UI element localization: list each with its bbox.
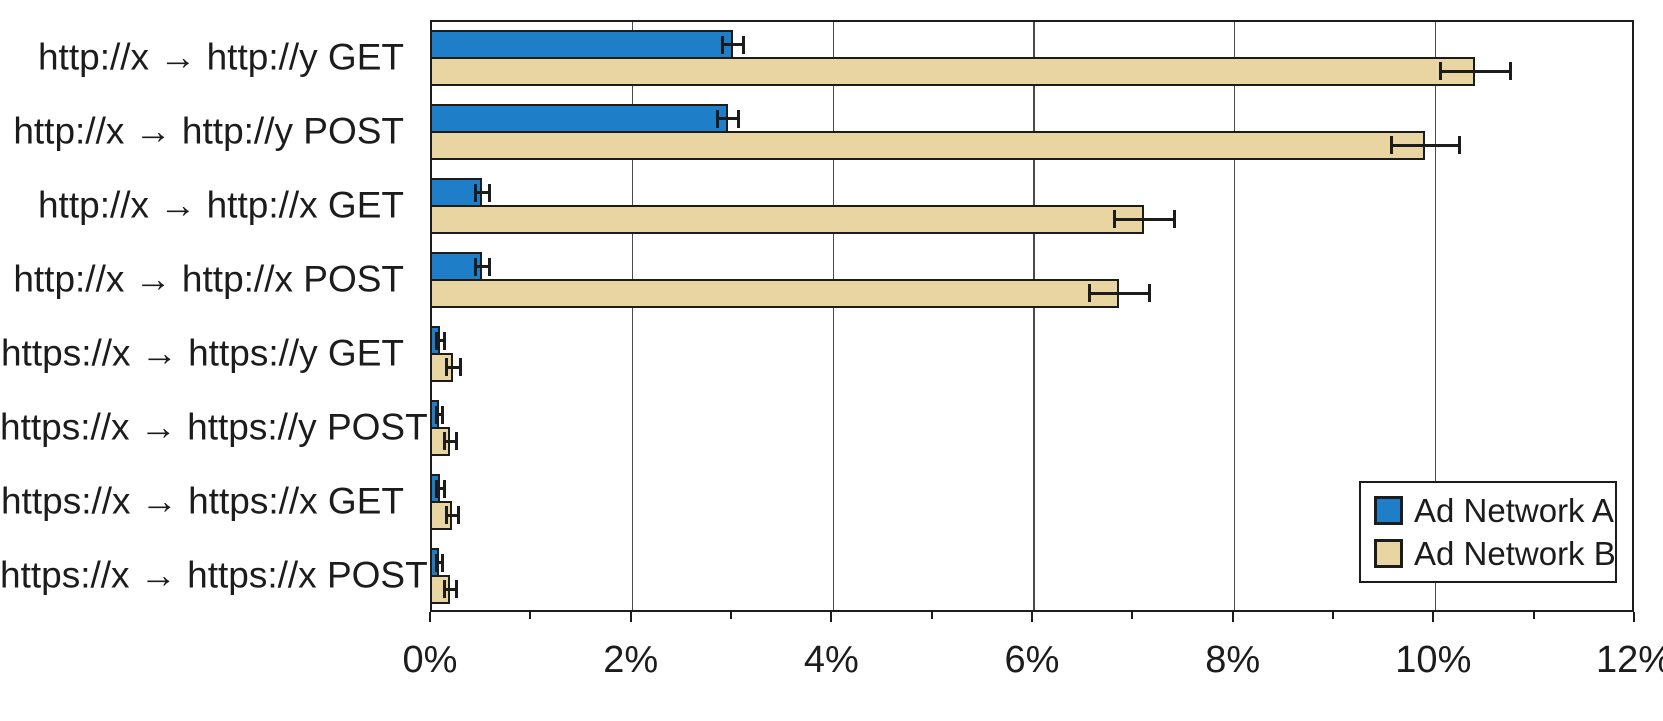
bar-ad-network-a-row2: [429, 104, 728, 133]
x-axis-minor-tick-11pct: [1532, 612, 1535, 619]
error-bar-ad-network-b-row8: [444, 587, 457, 591]
legend-label-ad-network-b: Ad Network B: [1414, 535, 1616, 573]
category-label-1: http://x → http://y GET: [37, 36, 404, 78]
category-label-4: http://x → http://x POST: [13, 258, 404, 300]
error-bar-ad-network-b-row4: [1089, 291, 1150, 295]
error-bar-ad-network-b-row7: [446, 513, 459, 517]
error-bar-cap-right-ad-network-b-row4: [1147, 284, 1151, 302]
error-bar-cap-left-ad-network-a-row1: [721, 35, 725, 54]
error-bar-cap-left-ad-network-b-row4: [1087, 284, 1091, 302]
error-bar-ad-network-a-row2: [717, 117, 738, 120]
category-label-5: https://x → https://y GET: [0, 332, 404, 374]
error-bar-cap-left-ad-network-b-row2: [1389, 136, 1393, 154]
x-axis-minor-tick-7pct: [1131, 612, 1134, 619]
error-bar-cap-right-ad-network-a-row2: [736, 109, 740, 128]
x-axis-minor-tick-1pct: [529, 612, 532, 619]
gridline-8pct: [1233, 22, 1236, 610]
x-axis-minor-tick-3pct: [730, 612, 732, 619]
x-axis-minor-tick-5pct: [930, 612, 933, 619]
error-bar-ad-network-b-row3: [1114, 217, 1175, 221]
plot-area: [429, 20, 1634, 612]
error-bar-cap-left-ad-network-a-row5: [434, 331, 438, 350]
error-bar-cap-right-ad-network-a-row7: [442, 479, 446, 498]
error-bar-cap-right-ad-network-b-row8: [454, 580, 458, 598]
error-bar-ad-network-b-row5: [446, 365, 461, 369]
error-bar-cap-left-ad-network-b-row7: [444, 506, 448, 524]
error-bar-cap-left-ad-network-a-row4: [473, 257, 477, 276]
x-tick-label-4pct: 4%: [803, 639, 859, 681]
error-bar-ad-network-a-row7: [436, 487, 445, 490]
legend: Ad Network A Ad Network B: [1359, 481, 1617, 583]
legend-item-ad-network-b: Ad Network B: [1374, 535, 1616, 573]
error-bar-cap-right-ad-network-a-row5: [442, 331, 446, 350]
gridline-6pct: [1033, 22, 1035, 610]
error-bar-ad-network-b-row2: [1391, 143, 1460, 147]
legend-swatch-ad-network-a: [1374, 495, 1403, 525]
error-bar-cap-right-ad-network-a-row3: [487, 183, 491, 202]
category-label-8: https://x → https://x POST: [0, 554, 428, 596]
error-bar-cap-right-ad-network-a-row1: [741, 35, 745, 54]
legend-item-ad-network-a: Ad Network A: [1374, 494, 1615, 527]
x-axis-major-tick-2pct: [629, 612, 632, 622]
error-bar-ad-network-b-row1: [1440, 69, 1511, 73]
legend-label-ad-network-a: Ad Network A: [1414, 491, 1614, 529]
error-bar-cap-left-ad-network-b-row5: [444, 358, 448, 376]
error-bar-cap-left-ad-network-b-row3: [1112, 210, 1116, 228]
x-tick-label-6pct: 6%: [1004, 639, 1060, 681]
category-label-3: http://x → http://x GET: [37, 184, 404, 226]
x-tick-label-8pct: 8%: [1205, 639, 1261, 681]
error-bar-cap-right-ad-network-b-row5: [458, 358, 462, 376]
error-bar-cap-left-ad-network-b-row6: [442, 432, 446, 450]
x-axis-major-tick-12pct: [1633, 612, 1635, 622]
error-bar-cap-right-ad-network-b-row7: [456, 506, 460, 524]
error-bar-cap-right-ad-network-a-row6: [440, 405, 444, 424]
error-bar-cap-left-ad-network-a-row7: [434, 479, 438, 498]
error-bar-ad-network-a-row6: [436, 413, 443, 416]
category-label-7: https://x → https://x GET: [0, 480, 404, 522]
x-axis-major-tick-8pct: [1231, 612, 1234, 622]
bar-ad-network-a-row4: [429, 252, 483, 281]
x-tick-label-10pct: 10%: [1395, 639, 1472, 681]
error-bar-cap-left-ad-network-a-row6: [434, 405, 438, 424]
error-bar-ad-network-b-row6: [444, 439, 457, 443]
error-bar-cap-left-ad-network-b-row8: [442, 580, 446, 598]
error-bar-ad-network-a-row3: [475, 191, 490, 194]
error-bar-cap-left-ad-network-b-row1: [1438, 62, 1442, 80]
bar-ad-network-a-row1: [429, 30, 733, 59]
error-bar-cap-right-ad-network-a-row8: [440, 553, 444, 572]
error-bar-ad-network-a-row5: [436, 339, 445, 342]
x-axis-major-tick-4pct: [830, 612, 833, 622]
gridline-2pct: [631, 22, 634, 610]
error-bar-ad-network-a-row8: [436, 561, 443, 564]
bar-ad-network-b-row4: [429, 278, 1120, 308]
error-bar-ad-network-a-row1: [722, 43, 744, 46]
error-bar-ad-network-a-row4: [475, 265, 490, 268]
x-axis-major-tick-0pct: [429, 612, 431, 622]
error-bar-cap-left-ad-network-a-row2: [716, 109, 720, 128]
error-bar-cap-left-ad-network-a-row8: [434, 553, 438, 572]
legend-swatch-ad-network-b: [1374, 539, 1403, 569]
error-bar-cap-right-ad-network-a-row4: [487, 257, 491, 276]
error-bar-cap-left-ad-network-a-row3: [473, 183, 477, 202]
error-bar-cap-right-ad-network-b-row6: [454, 432, 458, 450]
category-label-6: https://x → https://y POST: [0, 406, 428, 448]
x-tick-label-2pct: 2%: [603, 639, 659, 681]
x-axis-major-tick-6pct: [1031, 612, 1033, 622]
gridline-10pct: [1434, 22, 1437, 610]
x-tick-label-0pct: 0%: [402, 639, 458, 681]
bar-ad-network-b-row3: [429, 204, 1145, 234]
x-axis-minor-tick-9pct: [1332, 612, 1334, 619]
error-bar-cap-right-ad-network-b-row2: [1457, 136, 1461, 154]
x-axis-major-tick-10pct: [1432, 612, 1435, 622]
category-label-2: http://x → http://y POST: [13, 110, 404, 152]
gridline-4pct: [832, 22, 835, 610]
x-tick-label-12pct: 12%: [1595, 639, 1663, 681]
error-bar-cap-right-ad-network-b-row1: [1509, 62, 1513, 80]
error-bar-cap-right-ad-network-b-row3: [1172, 210, 1176, 228]
bar-ad-network-b-row2: [429, 130, 1426, 160]
bar-ad-network-b-row1: [429, 56, 1476, 86]
